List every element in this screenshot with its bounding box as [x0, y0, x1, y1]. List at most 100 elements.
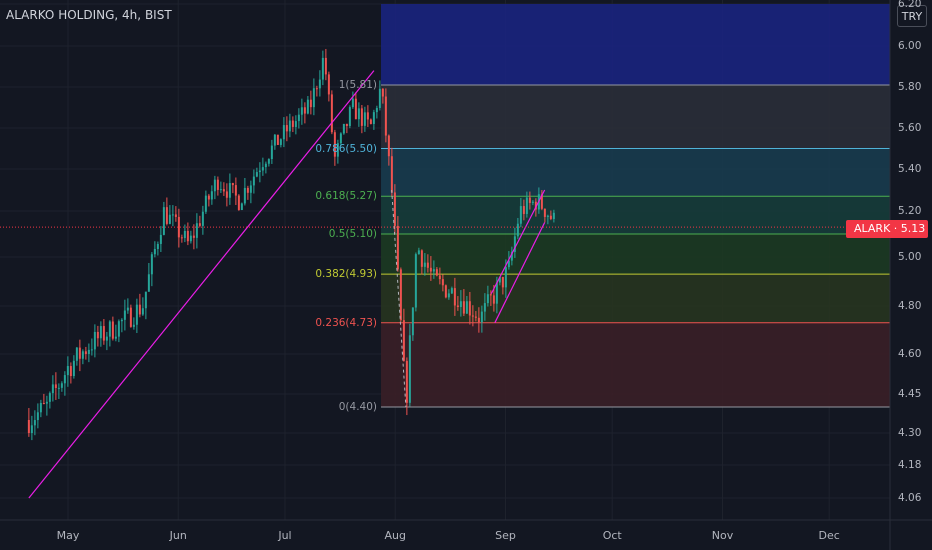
- candle-body: [492, 295, 495, 304]
- candle-body: [408, 335, 411, 403]
- candle-body: [45, 401, 48, 404]
- title-separator: ,: [114, 8, 123, 22]
- candle-body: [423, 262, 426, 267]
- candle-body: [204, 195, 207, 212]
- candle-body: [306, 99, 309, 114]
- candle-body: [111, 321, 114, 339]
- candle-body: [33, 420, 36, 426]
- candle-body: [330, 94, 333, 133]
- candle-body: [507, 260, 510, 268]
- fib-level-label: 0.382(4.93): [315, 268, 378, 281]
- candle-body: [177, 216, 180, 238]
- candle-body: [222, 189, 225, 192]
- candle-body: [147, 274, 150, 292]
- candle-body: [270, 145, 273, 160]
- x-tick-label: Jul: [278, 529, 292, 542]
- candle-body: [90, 349, 93, 351]
- fib-level-label: 0.236(4.73): [315, 316, 378, 329]
- candle-body: [432, 269, 435, 272]
- fib-zone: [381, 84, 890, 149]
- candle-body: [375, 108, 378, 113]
- candle-body: [390, 156, 393, 193]
- candle-body: [66, 366, 69, 376]
- candle-body: [378, 88, 381, 109]
- candle-body: [429, 267, 432, 272]
- candle-body: [72, 360, 75, 377]
- candle-body: [441, 279, 444, 286]
- candle-body: [69, 366, 72, 377]
- candle-body: [342, 123, 345, 134]
- candle-body: [426, 262, 429, 268]
- candle-body: [60, 383, 63, 388]
- candle-body: [345, 123, 348, 126]
- candle-body: [48, 393, 51, 402]
- y-tick-label: 5.00: [898, 251, 922, 263]
- candle-body: [516, 223, 519, 237]
- candle-body: [312, 88, 315, 108]
- price-tag-symbol: ALARK: [854, 222, 891, 235]
- candle-body: [522, 206, 525, 214]
- price-tag-separator: ·: [893, 222, 901, 235]
- y-tick-label: 6.20: [898, 0, 922, 10]
- candle-body: [294, 121, 297, 127]
- fib-zone: [381, 234, 890, 275]
- fib-level-label: 1(5.81): [338, 78, 378, 91]
- candle-body: [453, 288, 456, 306]
- candle-body: [438, 275, 441, 280]
- fib-zone: [381, 322, 890, 407]
- candle-body: [108, 321, 111, 337]
- y-tick-label: 4.06: [898, 492, 922, 504]
- candle-body: [276, 134, 279, 145]
- candle-body: [531, 201, 534, 203]
- candle-body: [135, 304, 138, 325]
- candle-body: [51, 384, 54, 394]
- trendline: [28, 70, 375, 499]
- fib-level-label: 0.5(5.10): [328, 228, 378, 240]
- candle-body: [393, 192, 396, 226]
- currency-button[interactable]: TRY: [897, 5, 927, 27]
- candle-body: [153, 249, 156, 255]
- candle-body: [462, 301, 465, 314]
- candle-body: [534, 201, 537, 210]
- candle-body: [249, 185, 252, 193]
- candle-body: [159, 234, 162, 244]
- candle-body: [279, 139, 282, 145]
- candle-body: [129, 307, 132, 327]
- candle-body: [498, 277, 501, 283]
- candle-body: [363, 112, 366, 126]
- candle-body: [63, 375, 66, 384]
- candle-body: [231, 183, 234, 186]
- candle-body: [546, 215, 549, 217]
- candle-body: [357, 108, 360, 120]
- candle-body: [246, 187, 249, 193]
- candle-body: [495, 282, 498, 304]
- candle-body: [75, 347, 78, 361]
- candle-body: [174, 214, 177, 217]
- candle-body: [258, 170, 261, 173]
- x-tick-label: Nov: [711, 529, 734, 542]
- candle-body: [549, 215, 552, 219]
- candle-body: [87, 349, 90, 354]
- candle-body: [57, 387, 60, 389]
- exchange-label: BIST: [144, 8, 172, 22]
- candle-body: [54, 384, 57, 388]
- candle-body: [300, 107, 303, 115]
- candle-body: [504, 267, 507, 288]
- candle-body: [309, 99, 312, 108]
- candle-body: [303, 107, 306, 114]
- candle-body: [474, 316, 477, 318]
- candle-body: [117, 321, 120, 337]
- candle-body: [102, 326, 105, 341]
- candle-body: [237, 195, 240, 210]
- candle-body: [81, 351, 84, 359]
- candle-body: [528, 197, 531, 203]
- candle-body: [387, 135, 390, 157]
- drop-line: [391, 189, 407, 408]
- candle-body: [219, 189, 222, 191]
- candle-body: [465, 301, 468, 314]
- candle-body: [120, 319, 123, 322]
- candle-body: [126, 307, 129, 311]
- candle-body: [165, 207, 168, 224]
- candle-body: [372, 112, 375, 124]
